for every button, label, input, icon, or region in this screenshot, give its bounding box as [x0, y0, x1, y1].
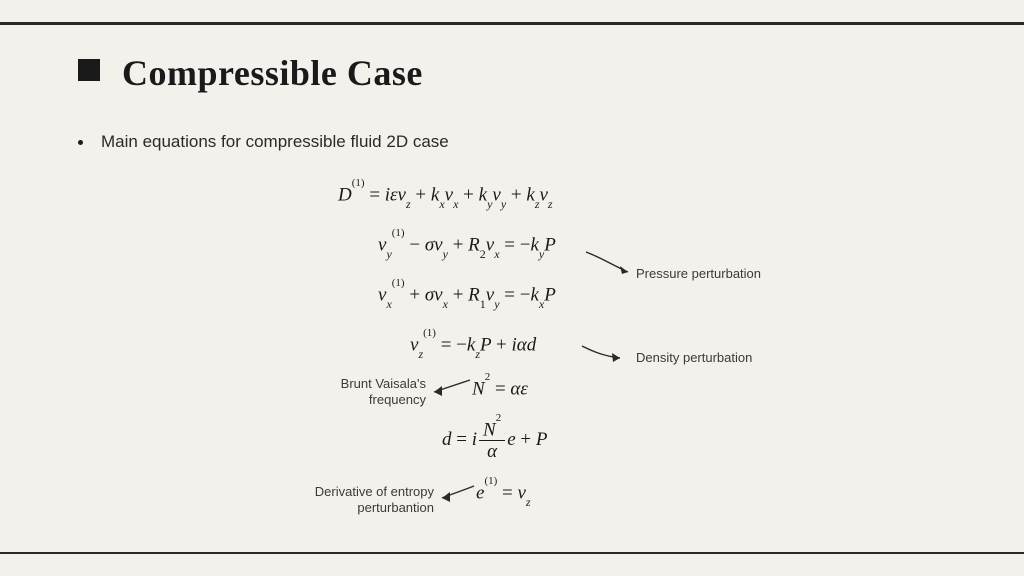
equation-1: D(1) = iεvz + kxvx + kyvy + kzvz [338, 184, 553, 209]
slide-title: Compressible Case [122, 52, 423, 94]
annot-brunt: Brunt Vaisala'sfrequency [306, 376, 426, 409]
arrow-pressure [584, 250, 644, 280]
top-rule [0, 22, 1024, 25]
arrow-brunt [428, 378, 472, 396]
equations-area: D(1) = iεvz + kxvx + kyvy + kzvz vy(1) −… [0, 178, 1024, 536]
arrow-density [580, 344, 632, 366]
annot-pressure: Pressure perturbation [636, 266, 761, 282]
equation-7: e(1) = vz [476, 482, 531, 507]
annot-entropy-text: Derivative of entropyperturbantion [315, 484, 434, 515]
equation-6: d = iN2αe + P [442, 420, 547, 461]
subtitle-text: Main equations for compressible fluid 2D… [101, 132, 449, 152]
equation-4: vz(1) = −kzP + iαd [410, 334, 536, 359]
annot-brunt-text: Brunt Vaisala'sfrequency [341, 376, 426, 407]
bullet-dot [78, 140, 83, 145]
title-row: Compressible Case [78, 52, 423, 94]
equation-2: vy(1) − σvy + R2vx = −kyP [378, 234, 556, 259]
bottom-rule [0, 552, 1024, 555]
title-bullet-square [78, 59, 100, 81]
subtitle-row: Main equations for compressible fluid 2D… [78, 132, 449, 152]
annot-entropy: Derivative of entropyperturbantion [284, 484, 434, 517]
annot-density: Density perturbation [636, 350, 752, 366]
equation-3: vx(1) + σvx + R1vy = −kxP [378, 284, 556, 309]
equation-5: N2 = αε [472, 378, 528, 400]
arrow-entropy [436, 484, 476, 502]
